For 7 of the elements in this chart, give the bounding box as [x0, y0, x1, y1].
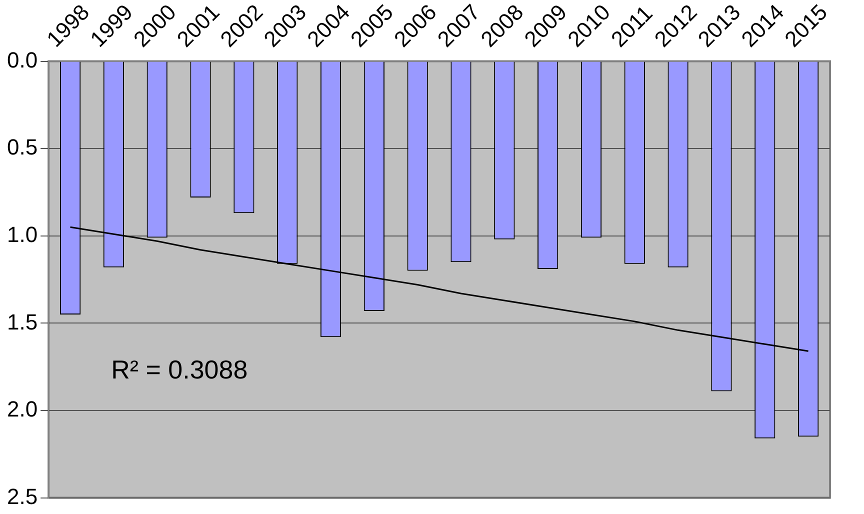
y-tick-label: 1.5 [6, 309, 38, 334]
y-tick-label: 0.0 [6, 47, 38, 72]
annotation: R² = 0.3088 [111, 354, 248, 384]
y-tick-label: 1.0 [6, 222, 38, 247]
y-tick-label: 2.0 [6, 396, 38, 422]
y-tick-label: 2.5 [6, 484, 38, 509]
y-tick-label: 0.5 [6, 134, 38, 160]
